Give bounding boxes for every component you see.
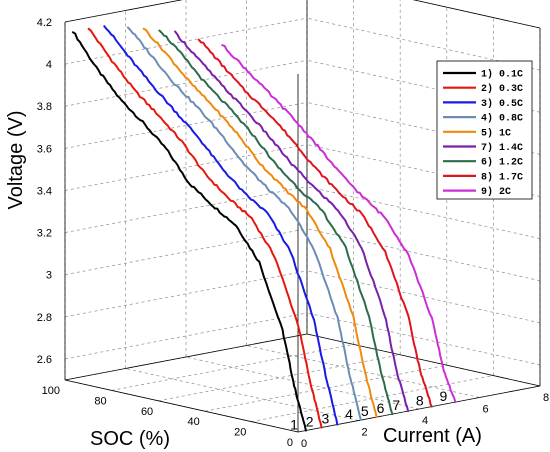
x-axis-title: SOC (%) <box>90 428 170 450</box>
curve-9 <box>221 44 457 404</box>
grid-line-current-floor <box>246 345 480 398</box>
axes-box-edge <box>306 333 541 387</box>
grid-line-voltage-left-wall <box>64 228 308 276</box>
axes-box <box>64 0 541 433</box>
soc-tick-label: 40 <box>188 416 200 428</box>
curve-end-label: 3 <box>322 411 330 427</box>
curve-end-label: 8 <box>416 393 424 409</box>
curves-layer <box>71 25 457 432</box>
curve-1 <box>71 31 307 432</box>
soc-tick-label: 20 <box>234 427 246 439</box>
grid-line-voltage-right-wall <box>306 228 541 282</box>
curve-2 <box>87 27 323 429</box>
current-tick-label: 2 <box>362 427 368 439</box>
grid-line-voltage-right-wall <box>306 144 541 197</box>
legend: 1) 0.1C 2) 0.3C 3) 0.5C 4) 0.8C 5) 1C 7) 1.4C… <box>436 60 533 200</box>
grid-line-voltage-left-wall <box>64 102 308 149</box>
voltage-tick-label: 3.6 <box>37 143 52 155</box>
legend-label: 7) 1.4C <box>481 142 523 154</box>
grid-line-voltage-right-wall <box>306 186 541 239</box>
voltage-tick-label: 3 <box>46 270 52 282</box>
legend-label: 1) 0.1C <box>481 69 523 81</box>
grid-line-voltage-right-wall <box>306 270 541 324</box>
voltage-tick-label: 4 <box>46 59 52 71</box>
soc-tick-label: 60 <box>141 406 153 418</box>
grid-line-voltage-left-wall <box>64 270 308 318</box>
legend-label: 6) 1.2C <box>481 157 523 169</box>
grid-line-soc-floor <box>111 344 354 391</box>
axes-box-edge <box>64 379 299 433</box>
curve-7 <box>174 30 410 413</box>
grid-line-current-floor <box>125 368 359 421</box>
grid-line-soc-floor <box>251 375 494 422</box>
legend-label: 2) 0.3C <box>481 83 523 95</box>
curve-6 <box>158 29 394 416</box>
y-axis-title: Current (A) <box>383 425 482 447</box>
axes-box-edge <box>64 333 308 381</box>
current-tick-label: 4 <box>422 415 428 427</box>
axes-box-edge <box>412 0 541 29</box>
curve-end-label: 5 <box>361 403 369 419</box>
grid-line-voltage-right-wall <box>306 59 541 113</box>
soc-tick-label: 100 <box>42 385 60 397</box>
curve-end-label: 1 <box>290 417 298 433</box>
curve-end-label: 9 <box>440 388 448 404</box>
current-tick-label: 8 <box>543 392 549 404</box>
curve-end-label: 6 <box>377 400 385 416</box>
legend-label: 8) 1.7C <box>481 171 523 183</box>
legend-label: 9) 2C <box>481 186 511 198</box>
grid-line-voltage-right-wall <box>306 102 541 155</box>
current-tick-label: 0 <box>301 438 307 450</box>
curve-end-label: 2 <box>306 414 314 430</box>
curve-end-label: 7 <box>392 397 400 413</box>
soc-tick-label: 80 <box>94 395 106 407</box>
voltage-tick-label: 4.2 <box>37 17 52 29</box>
legend-label: 3) 0.5C <box>481 98 523 110</box>
grid-line-voltage-left-wall <box>64 186 308 233</box>
grid-line-voltage-left-wall <box>64 59 308 107</box>
legend-label: 5) 1C <box>481 127 511 139</box>
curve-end-label: 4 <box>345 406 353 422</box>
axes-box-edge <box>297 385 541 433</box>
curve-5 <box>142 27 378 419</box>
current-tick-label: 6 <box>483 404 489 416</box>
voltage-tick-label: 2.6 <box>37 354 52 366</box>
axes-box-edge <box>64 0 183 23</box>
voltage-tick-label: 3.8 <box>37 101 52 113</box>
grid-line-voltage-left-wall <box>64 312 308 360</box>
legend-items: 1) 0.1C 2) 0.3C 3) 0.5C 4) 0.8C 5) 1C 7) 1.4C… <box>443 69 523 198</box>
grid-line-voltage-left-wall <box>64 17 308 65</box>
grid-line-soc-floor <box>158 354 401 402</box>
grid-line-voltage-right-wall <box>306 312 541 366</box>
soc-tick-label: 0 <box>287 437 293 449</box>
voltage-tick-label: 3.2 <box>37 228 52 240</box>
legend-label: 4) 0.8C <box>481 113 523 125</box>
curve-3 <box>103 25 339 426</box>
voltage-tick-label: 3.4 <box>37 185 52 197</box>
grid-line-voltage-right-wall <box>306 17 541 71</box>
curve-4 <box>126 26 362 421</box>
curve-8 <box>197 38 433 408</box>
voltage-tick-label: 2.8 <box>37 312 52 324</box>
z-axis-title: Voltage (V) <box>5 111 27 210</box>
grid-line-soc-floor <box>204 364 447 412</box>
grid-line-current-floor <box>185 356 420 410</box>
grid-line-voltage-right-wall <box>412 0 541 29</box>
